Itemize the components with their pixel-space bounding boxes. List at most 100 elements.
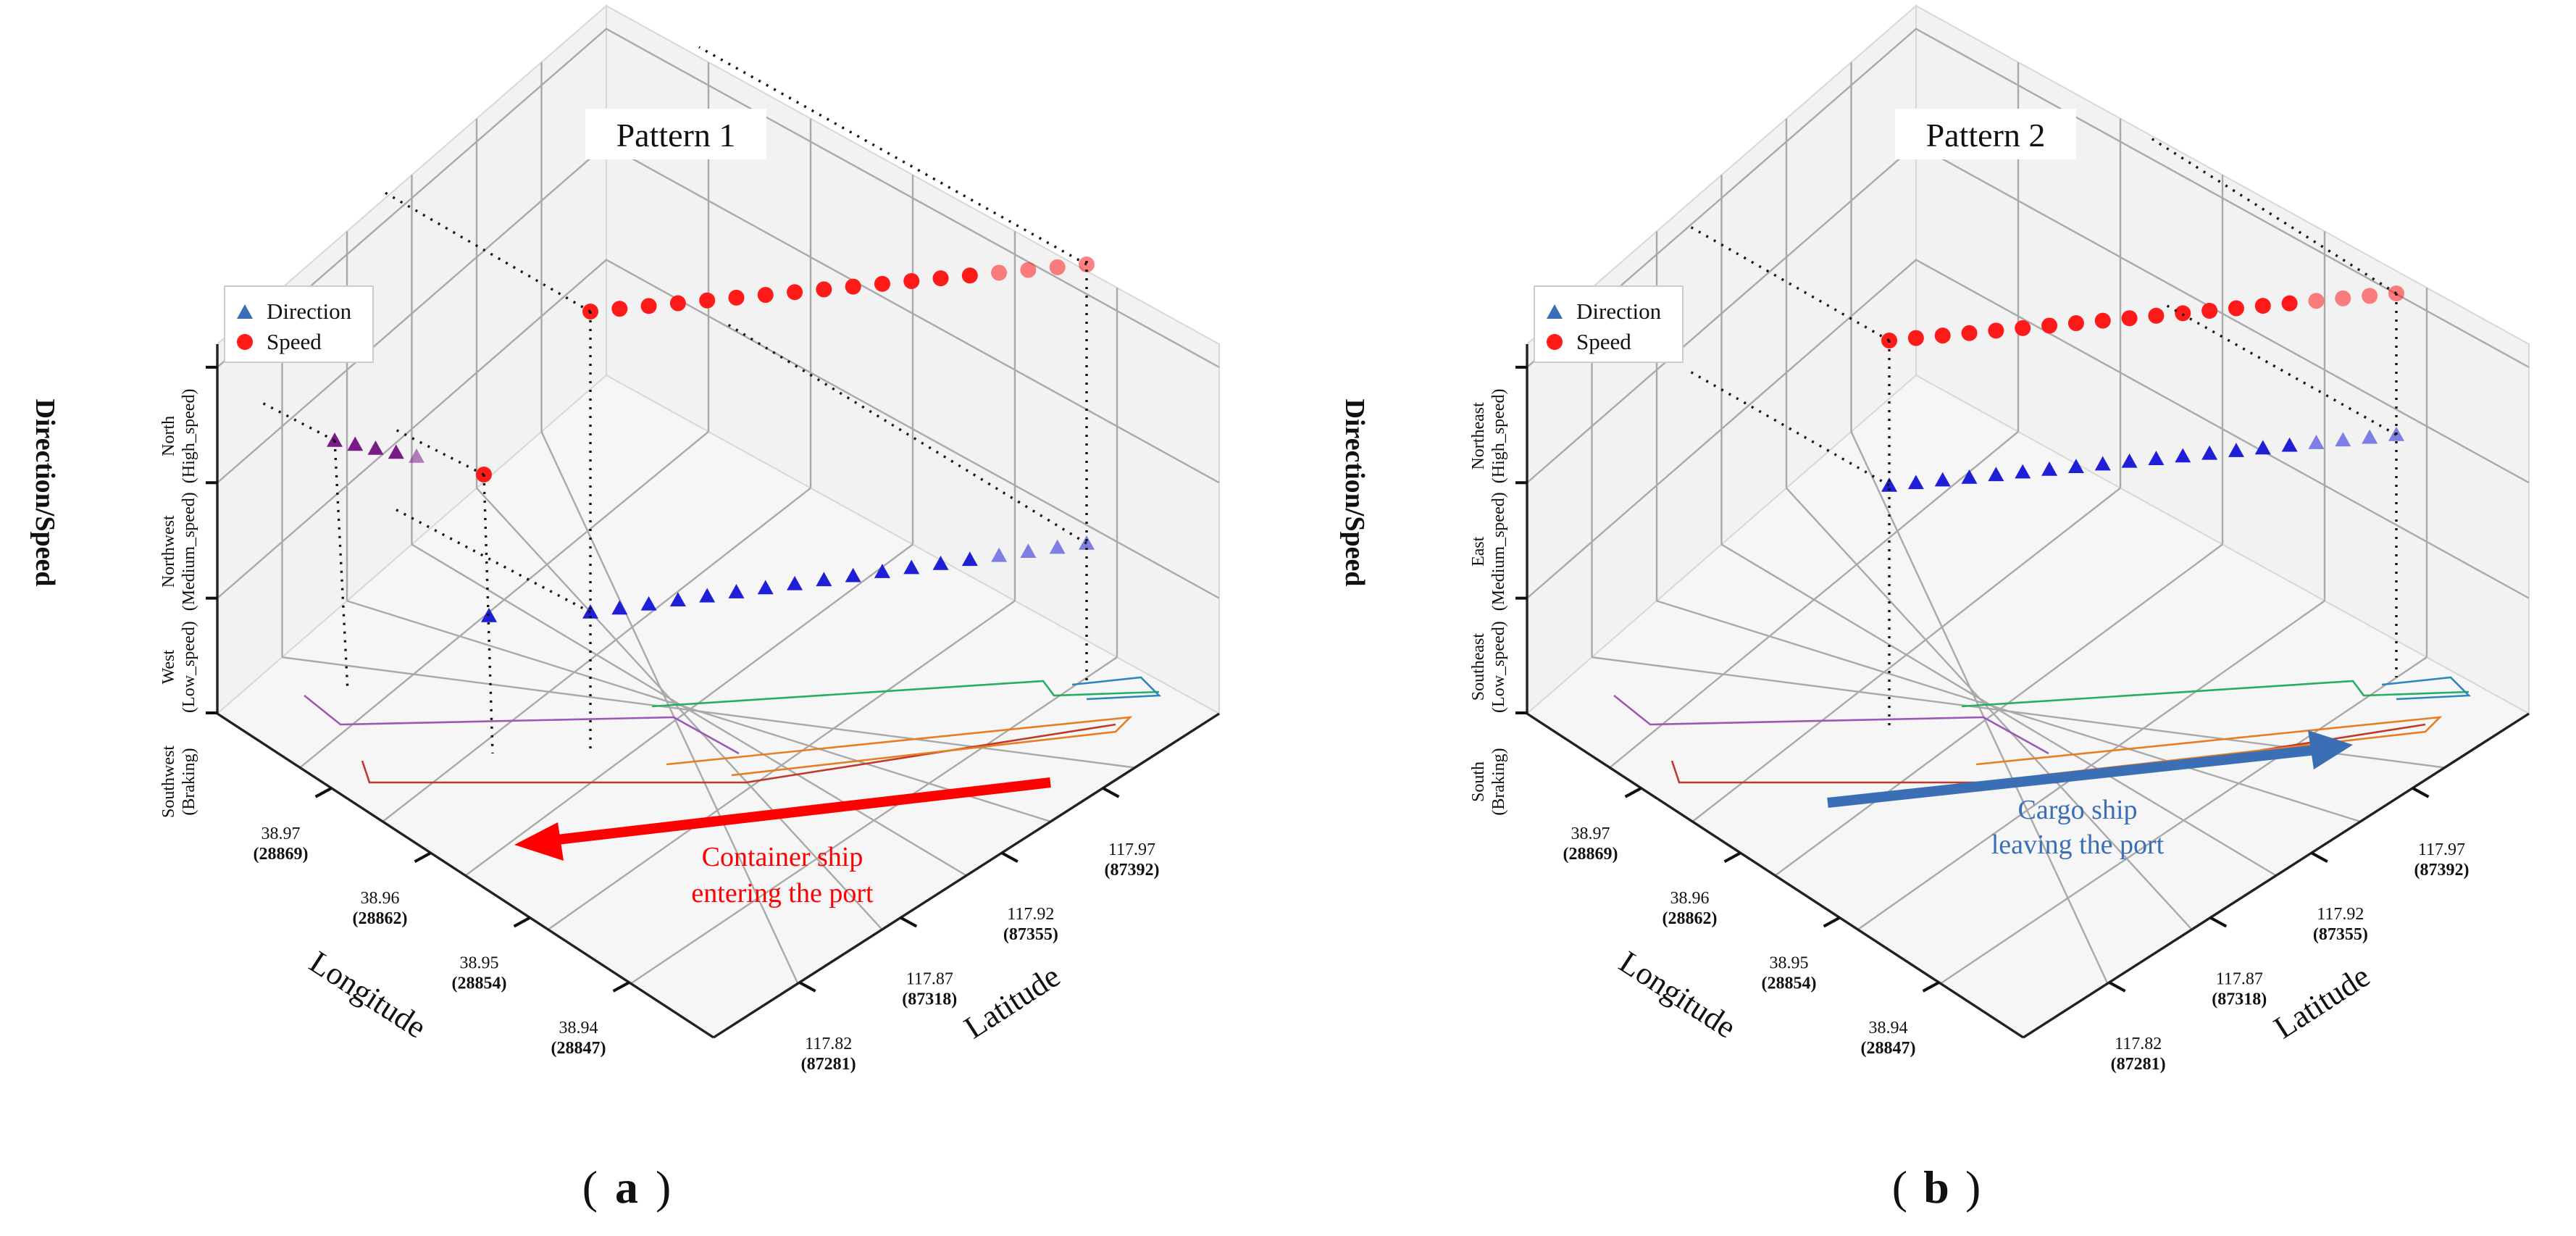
longitude-tick-code: (28854) [452,974,507,993]
route-track [666,716,1133,777]
latitude-tick [2209,916,2228,928]
latitude-tick [900,916,918,928]
z-tick-label-sub: (High_speed) [1489,389,1508,484]
annotation-arrow-head [514,822,564,861]
z-tick-label-group: West (Low_speed) [159,621,198,713]
longitude-tick [414,851,432,863]
latitude-tick-code: (87318) [2212,990,2267,1009]
longitude-tick-code: (28847) [551,1039,606,1058]
direction-point [728,584,745,598]
direction-point [367,440,384,455]
speed-point [611,301,628,317]
speed-point [669,295,686,312]
speed-point [640,298,657,314]
drop-line [2164,303,2397,436]
drop-line [333,440,349,693]
longitude-tick-code: (28847) [1861,1039,1916,1058]
z-tick-label-sub: (Braking) [1489,748,1508,815]
speed-point [699,292,716,309]
longitude-tick [612,981,630,993]
caption-letter: b [1923,1161,1949,1213]
speed-point [1934,327,1951,344]
latitude-tick-code: (87281) [2111,1055,2166,1074]
longitude-tick-label: 38.95 [460,954,499,973]
direction-point [2308,435,2325,449]
latitude-tick-label: 117.87 [2216,970,2263,989]
speed-point [991,264,1008,281]
longitude-tick-label: 38.96 [361,889,400,908]
route-track [1071,676,1161,701]
z-tick-label-group: Southeast (Low_speed) [1469,621,1508,713]
annotation-line-2: leaving the port [1991,830,2165,860]
z-tick-label-sub: (Braking) [180,748,198,815]
latitude-tick-label: 117.82 [805,1035,852,1053]
speed-point [961,267,978,284]
latitude-tick-code: (87392) [2414,861,2469,880]
annotation-line-1: Container ship [702,842,863,872]
caption-open-paren: ( [1892,1161,1907,1213]
longitude-tick-label: 38.94 [559,1019,598,1037]
direction-point [2041,461,2058,476]
direction-point [2254,440,2271,455]
title-box [1895,109,2076,159]
legend-speed-marker [1547,334,1563,350]
direction-point [2148,451,2165,465]
latitude-tick [798,981,816,993]
route-track [1613,694,2049,755]
legend: Direction Speed [1534,285,1684,363]
route-track [1961,680,2470,708]
z-tick-label-group: Northeast (High_speed) [1469,389,1508,484]
direction-point [2015,464,2031,479]
grid-line [476,487,883,930]
speed-point [2067,315,2084,332]
direction-point [347,436,364,451]
latitude-tick-code: (87392) [1104,861,1159,880]
grid-line [547,600,1016,930]
direction-point [1049,539,1066,554]
legend-box [1534,285,1684,363]
z-axis-title: Direction/Speed [30,399,60,587]
direction-point [2121,453,2138,468]
latitude-tick-label: 117.92 [2317,905,2364,924]
z-tick-label-group: Northwest (Medium_speed) [159,492,198,611]
latitude-axis-title: Latitude [958,958,1066,1045]
latitude-tick-code: (87281) [801,1055,856,1074]
longitude-axis-title: Longitude [304,944,432,1045]
panel-a: 38.97 (28869) 38.96(28862) 38.95(28854) 38.9… [30,4,1221,1213]
latitude-tick-code: (87318) [902,990,957,1009]
speed-point [903,272,920,289]
z-tick-label-group: East (Medium_speed) [1469,492,1508,611]
grid-line [217,259,1220,599]
z-tick-label-group: Southwest (Braking) [159,746,198,818]
grid-line [1774,543,2223,877]
direction-point [845,567,861,582]
speed-point [845,278,861,295]
longitude-tick-label: 38.95 [1770,954,1809,973]
speed-point [2041,317,2058,334]
speed-point [1049,259,1066,275]
latitude-title-group: Latitude [958,958,1066,1045]
longitude-tick-code: (28869) [1563,845,1618,864]
speed-point [2281,295,2298,312]
route-tracks [304,676,1161,784]
direction-point [669,592,686,607]
grid-line [1850,431,2109,985]
z-tick-label-sub: (Medium_speed) [1489,492,1508,611]
legend: Direction Speed [224,285,374,363]
speed-point [728,289,745,306]
z-tick-label: Southwest [159,746,178,818]
direction-point [2175,448,2191,463]
chart-title: Pattern 2 [1926,117,2046,154]
longitude-tick-code: (28862) [353,909,408,928]
grid-line [540,431,799,985]
direction-point [874,564,890,578]
direction-point [1020,543,1037,558]
caption: (a) [582,1161,672,1213]
caption-close-paren: ) [1965,1161,1981,1213]
latitude-tick [2310,851,2328,863]
annotation-line-1: Cargo ship [2017,795,2137,825]
drop-line [482,474,494,754]
direction-point [787,575,803,590]
grid-line [1786,487,2193,930]
speed-point [932,270,949,287]
